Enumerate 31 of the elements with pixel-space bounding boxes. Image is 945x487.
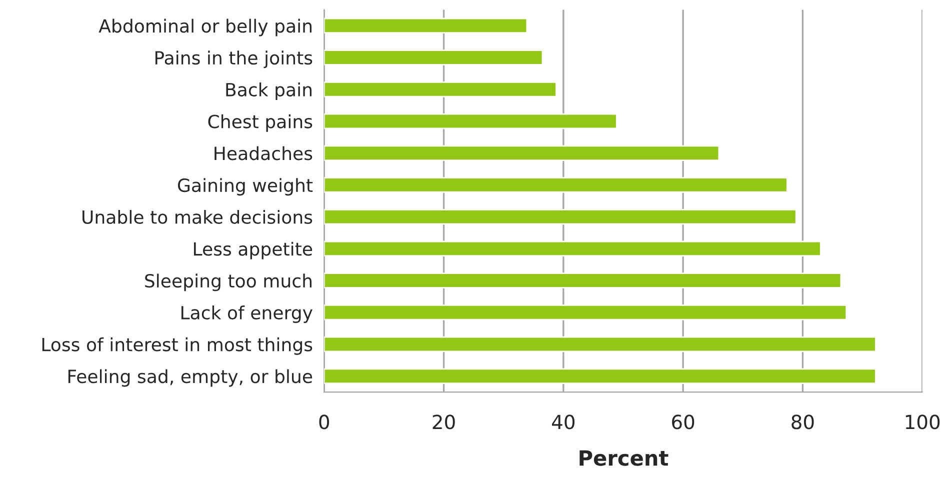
bar: [324, 177, 788, 193]
y-tick-label: Headaches: [214, 146, 312, 160]
bar: [324, 18, 528, 34]
x-tick-label: 20: [432, 414, 455, 430]
x-tick-label: 60: [672, 414, 694, 430]
bar: [324, 336, 876, 352]
y-tick-label: Back pain: [226, 82, 312, 100]
y-tick-label: Feeling sad, empty, or blue: [68, 369, 312, 387]
bar: [324, 304, 848, 320]
y-tick-label: Pains in the joints: [155, 50, 312, 68]
y-tick-label: Gaining weight: [178, 178, 313, 196]
bar: [324, 208, 797, 225]
x-tick-label: 100: [906, 414, 940, 430]
bar: [324, 113, 618, 130]
x-axis-title: Percent: [580, 450, 668, 466]
y-tick-label: Unable to make decisions: [82, 210, 312, 224]
bar: [324, 145, 720, 161]
y-tick-label: Chest pains: [208, 114, 312, 132]
y-tick-label: Less appetite: [194, 242, 312, 260]
x-tick-label: 80: [792, 414, 814, 430]
bar: [324, 368, 876, 384]
x-tick-label: 0: [319, 414, 330, 430]
y-tick-label: Sleeping too much: [145, 274, 312, 292]
bar: [324, 82, 557, 98]
bar: [324, 272, 842, 288]
y-tick-label: Loss of interest in most things: [42, 337, 312, 355]
bar: [324, 240, 822, 257]
bar: [324, 50, 544, 66]
y-tick-label: Lack of energy: [181, 306, 312, 324]
y-tick-label: Abdominal or belly pain: [98, 18, 312, 36]
x-tick-label: 40: [552, 414, 574, 430]
